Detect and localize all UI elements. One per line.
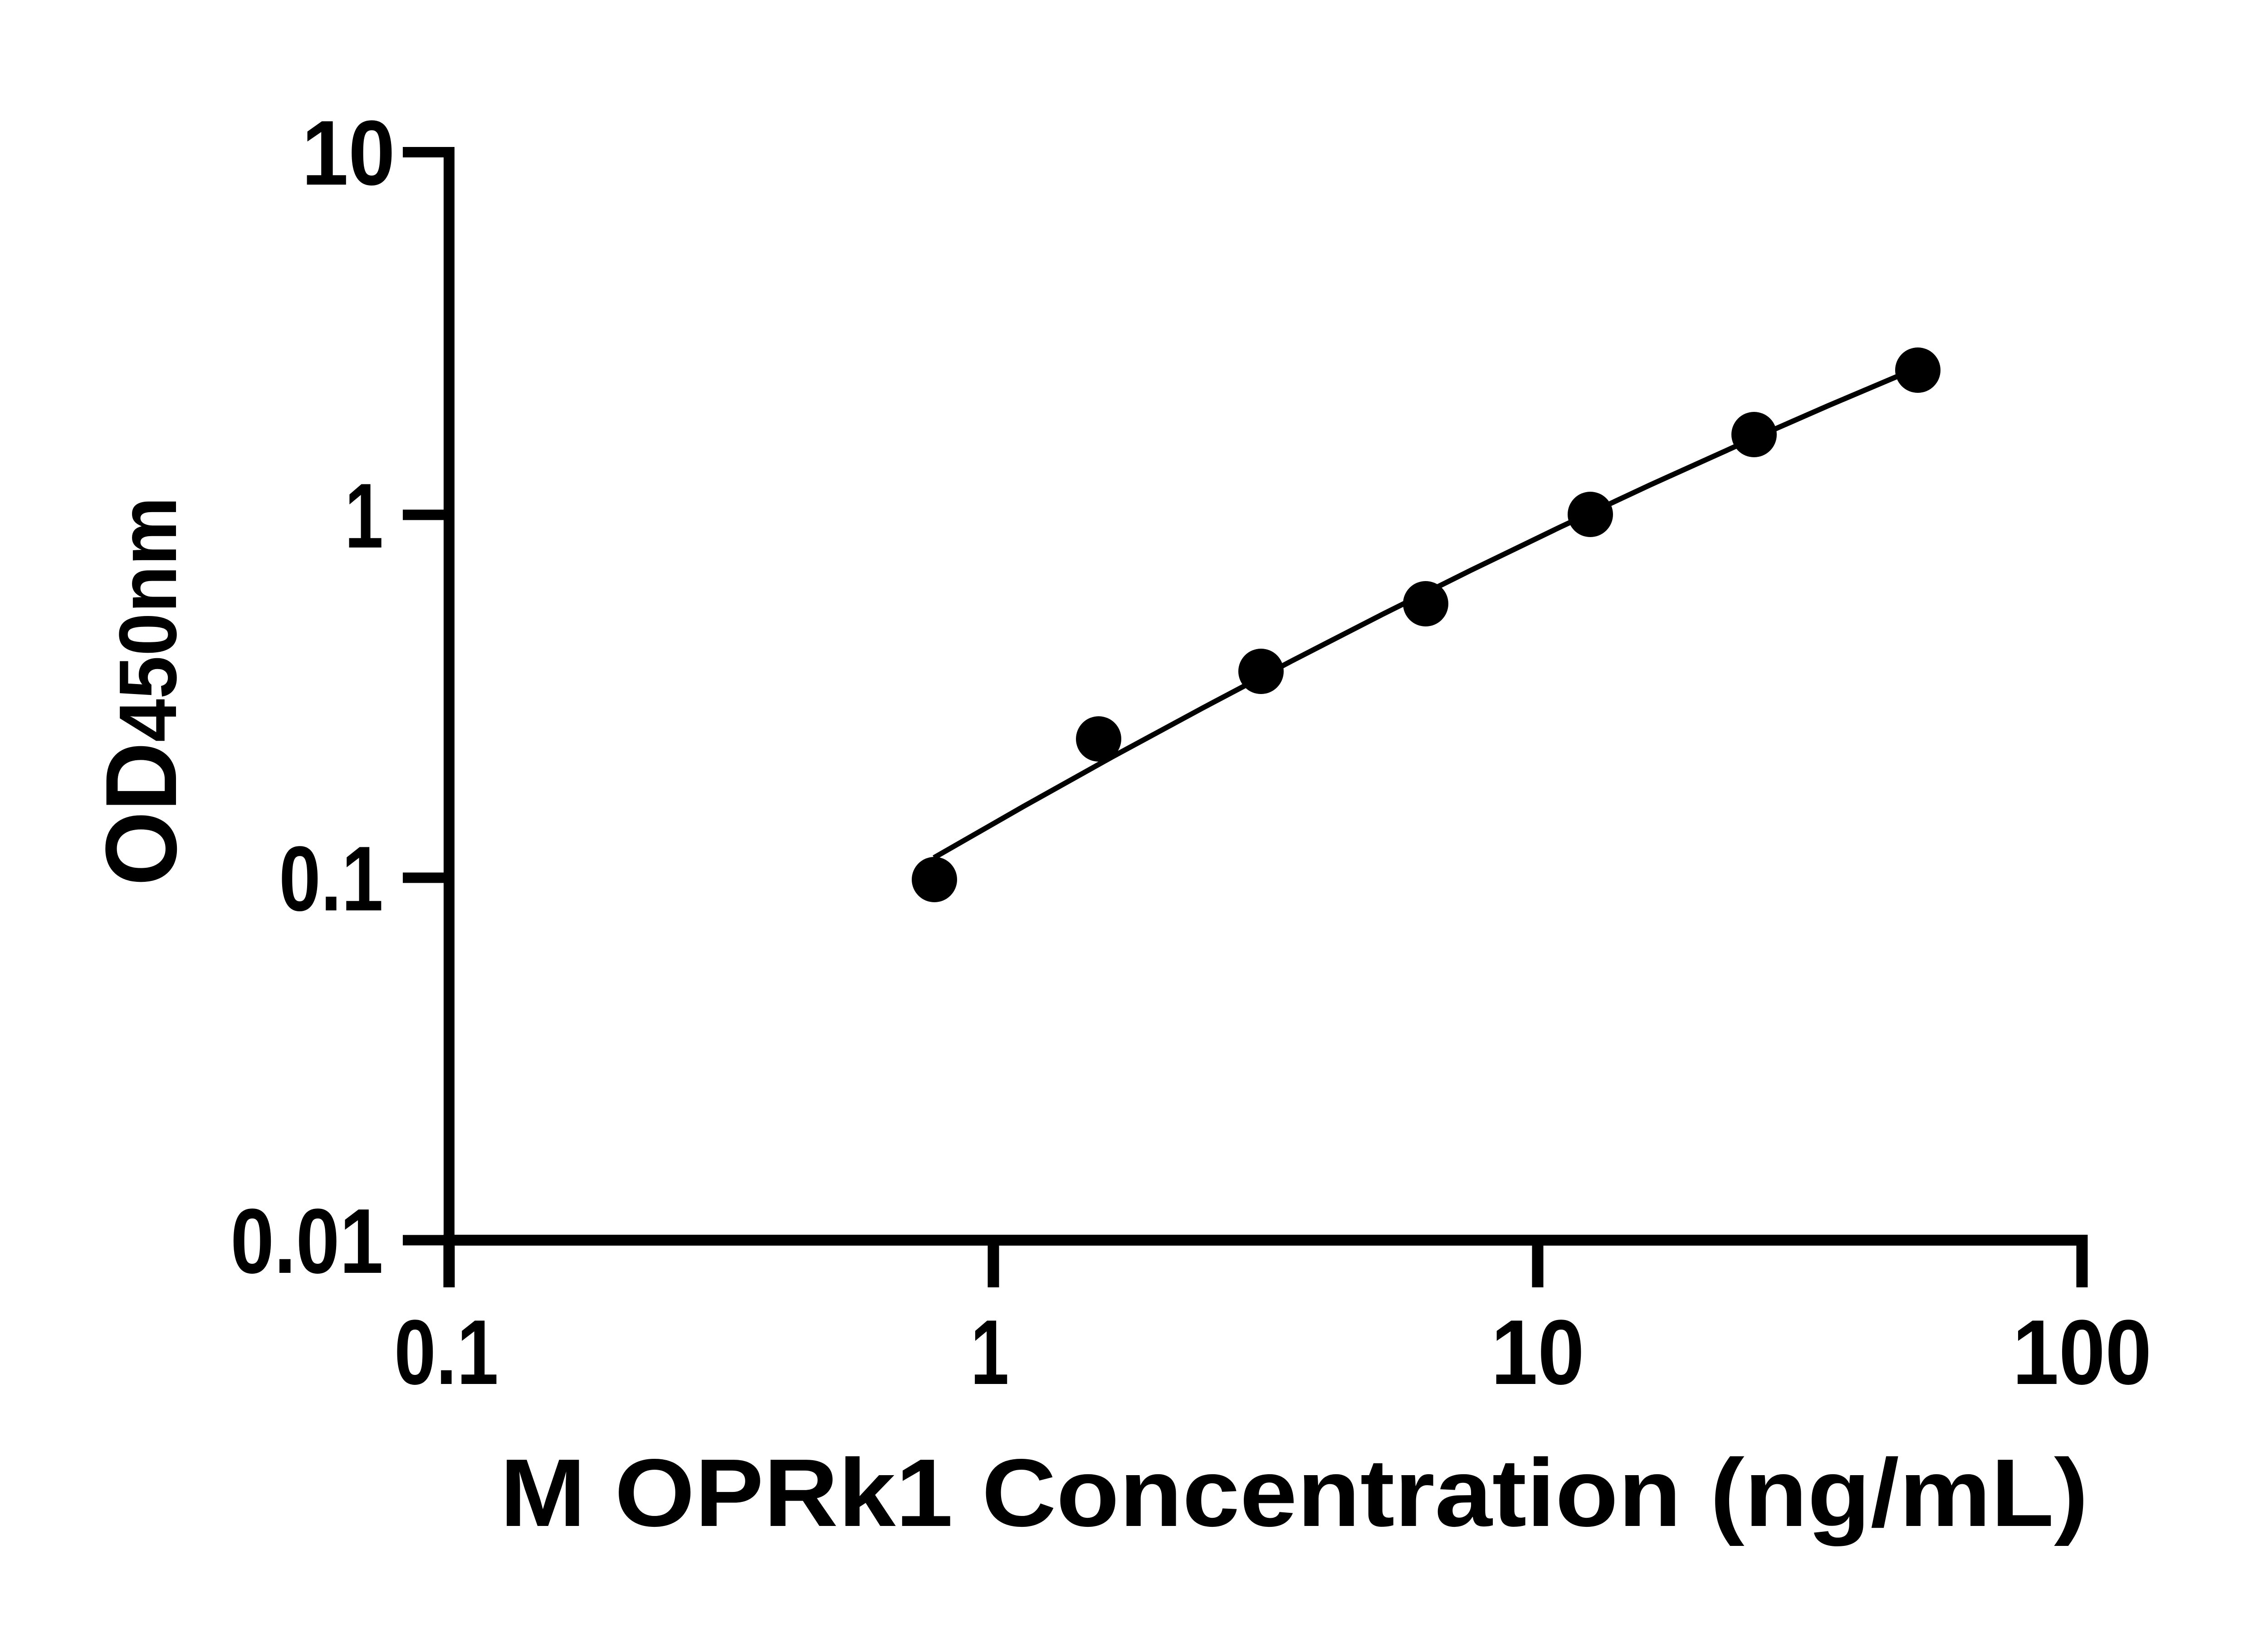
svg-text:M OPRk1 Concentration (ng/mL): M OPRk1 Concentration (ng/mL) [500, 1439, 2088, 1546]
svg-text:0.1: 0.1 [394, 1301, 499, 1404]
svg-text:10: 10 [302, 102, 395, 205]
svg-text:10: 10 [1491, 1301, 1584, 1404]
svg-text:100: 100 [2013, 1301, 2152, 1404]
svg-text:0.01: 0.01 [230, 1190, 383, 1293]
svg-text:1: 1 [971, 1301, 1009, 1404]
svg-text:1: 1 [345, 464, 383, 567]
svg-text:0.1: 0.1 [279, 827, 383, 930]
svg-text:OD450nm: OD450nm [85, 497, 198, 886]
